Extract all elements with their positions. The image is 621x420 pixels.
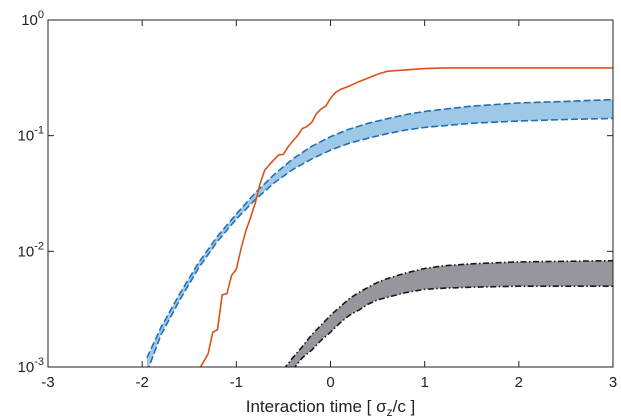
- x-axis-label-main: Interaction time [ σ: [246, 397, 387, 416]
- x-tick-label: 1: [420, 374, 428, 391]
- x-tick-label: 3: [609, 374, 617, 391]
- band-1-upper-edge: [146, 98, 613, 359]
- x-tick-label: 2: [515, 374, 523, 391]
- y-tick-label: 10-2: [18, 240, 44, 260]
- bands-layer: [146, 98, 613, 367]
- band-2-lower-edge: [293, 285, 613, 367]
- band-2-fill: [285, 260, 613, 367]
- ticks-layer: -3 -2 -1 0 1 2 3 100 10-1 10-2 10-3: [18, 9, 618, 391]
- x-tick-label: -3: [41, 374, 54, 391]
- x-axis-label: Interaction time [ σz/c ]: [246, 397, 416, 419]
- x-axis-label-tail: /c ]: [393, 397, 416, 416]
- x-tick-label: 0: [326, 374, 334, 391]
- lines-layer: [199, 67, 613, 367]
- x-tick-label: -1: [230, 374, 243, 391]
- x-axis-label-subscript: z: [387, 405, 393, 419]
- y-tick-label: 10-3: [18, 356, 44, 376]
- band-1-lower-edge: [148, 117, 613, 367]
- y-tick-label: 10-1: [18, 125, 44, 145]
- y-tick-label: 100: [21, 9, 44, 29]
- x-tick-label: -2: [135, 374, 148, 391]
- band-2-upper-edge: [284, 259, 613, 367]
- series-line-1: [199, 67, 613, 367]
